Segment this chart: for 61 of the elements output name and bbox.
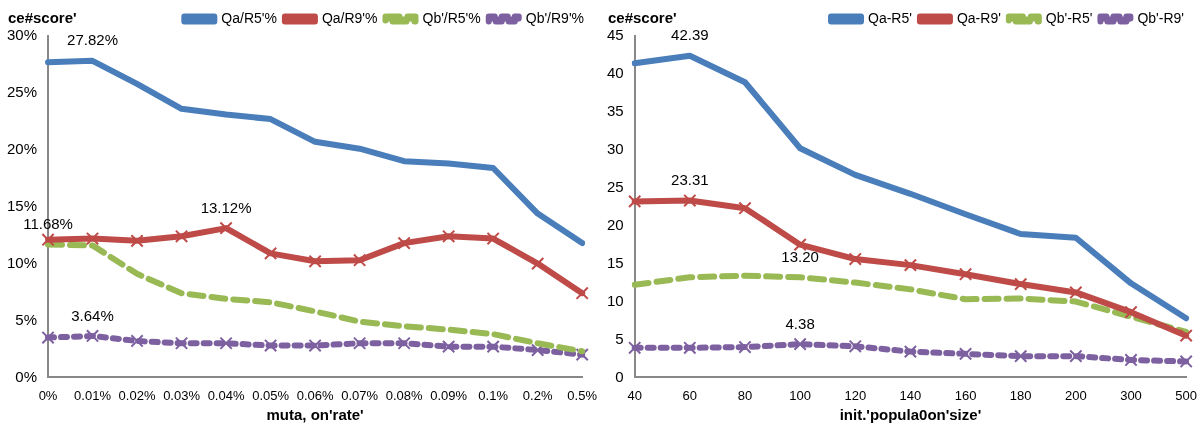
y-tick-label: 5%: [15, 310, 38, 328]
x-tick-label: 500: [1175, 387, 1198, 403]
legend-label: Qa-R5': [868, 9, 912, 26]
annotation: 3.64%: [71, 306, 114, 324]
annotation: 11.68%: [23, 215, 73, 233]
legend-label: Qb'-R9': [1137, 9, 1185, 26]
x-tick-label: 0.1%: [478, 387, 509, 403]
x-tick-label: 0.01%: [74, 387, 112, 403]
y-tick-label: 25: [607, 177, 624, 195]
y-tick-label: 0%: [15, 367, 38, 385]
y-axis-title: ce#score': [8, 8, 77, 26]
x-tick-label: 60: [682, 387, 698, 403]
legend-label: Qa-R9': [956, 9, 1001, 26]
x-tick-label: 0.06%: [296, 387, 334, 403]
y-tick-label: 25%: [6, 83, 38, 101]
y-tick-label: 30: [607, 139, 624, 157]
y-tick-label: 35: [607, 102, 624, 120]
x-tick-label: 0.5%: [567, 387, 598, 403]
x-tick-label: 0.09%: [430, 387, 468, 403]
y-tick-label: 15: [607, 253, 624, 271]
x-tick-label: 140: [899, 387, 922, 403]
x-axis-title: muta, on'rate': [266, 406, 364, 424]
annotation: 23.31: [671, 171, 709, 189]
x-tick-label: 0.02%: [118, 387, 156, 403]
legend-label: Qb'/R9'%: [525, 9, 585, 26]
annotation: 13.12%: [200, 198, 252, 216]
legend-label: Qa/R9'%: [321, 9, 378, 26]
x-tick-label: 80: [737, 387, 753, 403]
x-tick-label: 120: [844, 387, 867, 403]
x-tick-label: 0.2%: [522, 387, 553, 403]
x-tick-label: 40: [627, 387, 642, 403]
y-tick-label: 10: [607, 291, 624, 309]
x-tick-label: 160: [954, 387, 977, 403]
annotation: 4.38: [785, 314, 815, 332]
x-tick-label: 0.04%: [207, 387, 245, 403]
x-tick-label: 0.03%: [163, 387, 201, 403]
y-tick-label: 45: [607, 26, 624, 44]
legend-label: Qa/R5'%: [221, 9, 277, 26]
y-tick-label: 0: [615, 367, 624, 385]
y-tick-label: 30%: [6, 26, 38, 44]
legend-label: Qb'/R5'%: [422, 9, 481, 26]
x-tick-label: 200: [1065, 387, 1087, 403]
legend-label: Qb'-R5': [1045, 9, 1093, 26]
x-axis-title: init.'popula0on'size': [839, 406, 982, 424]
y-tick-label: 40: [607, 64, 624, 82]
y-tick-label: 20: [607, 215, 624, 233]
annotation: 27.82%: [67, 31, 118, 49]
x-tick-label: 180: [1009, 387, 1032, 403]
x-tick-label: 100: [789, 387, 811, 403]
y-tick-label: 10%: [6, 253, 38, 271]
y-tick-label: 15%: [6, 196, 38, 214]
y-axis-title: ce#score': [608, 8, 677, 26]
x-tick-label: 0.05%: [252, 387, 290, 403]
x-tick-label: 300: [1120, 387, 1142, 403]
annotation: 13.20: [781, 247, 819, 265]
y-tick-label: 20%: [6, 139, 38, 157]
x-tick-label: 0.07%: [341, 387, 379, 403]
x-tick-label: 0%: [38, 387, 58, 403]
x-tick-label: 0.08%: [385, 387, 423, 403]
annotation: 42.39: [671, 26, 709, 44]
y-tick-label: 5: [615, 329, 624, 347]
